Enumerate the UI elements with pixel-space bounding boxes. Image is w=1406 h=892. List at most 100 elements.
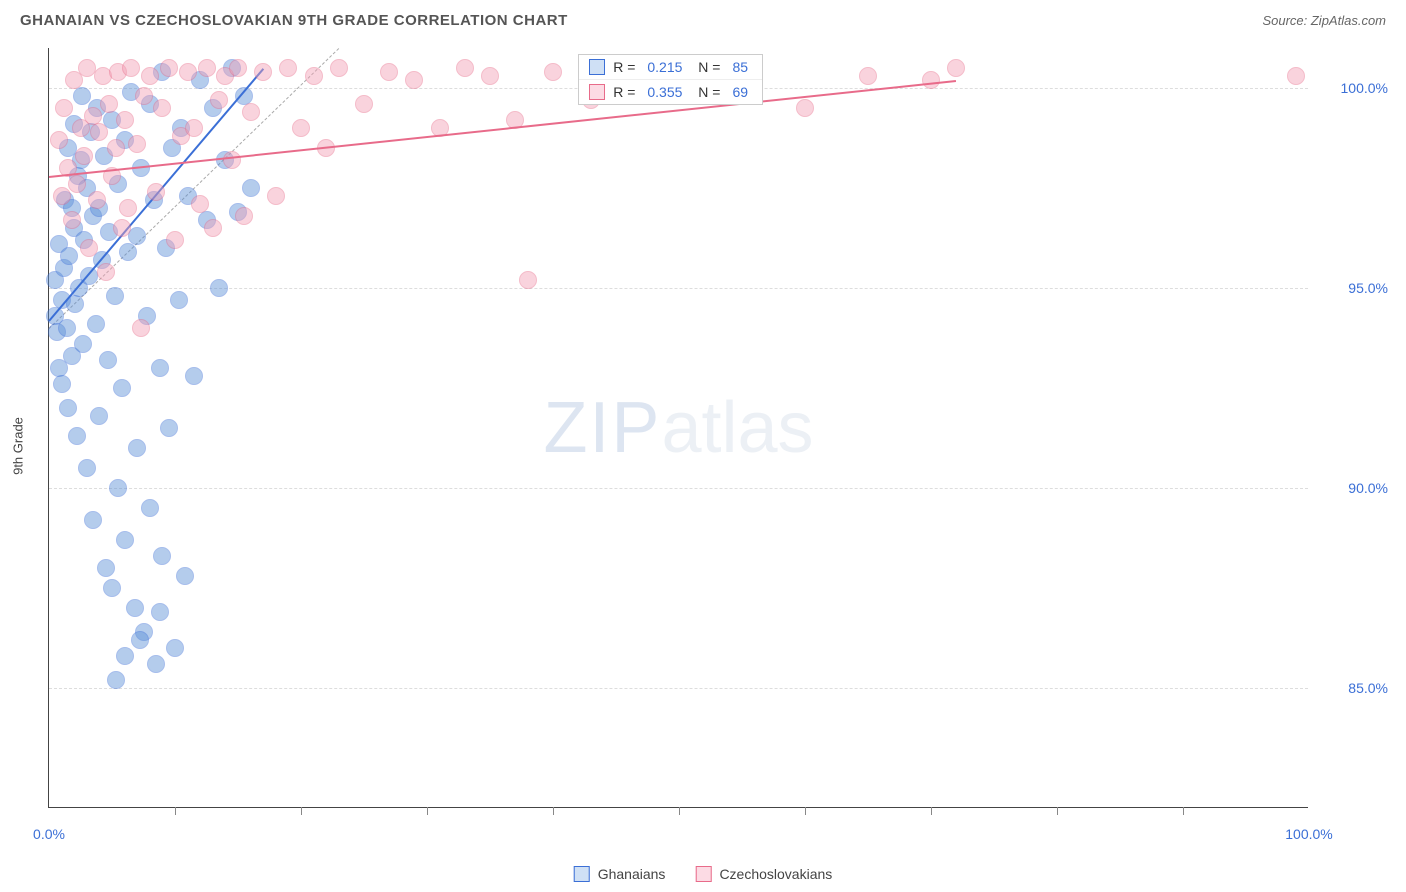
data-point	[90, 123, 108, 141]
data-point	[135, 87, 153, 105]
data-point	[151, 359, 169, 377]
stats-box: R =0.215 N =85R =0.355 N =69	[578, 54, 763, 105]
stat-r-label: R =	[613, 84, 635, 100]
gridline	[49, 688, 1308, 689]
data-point	[859, 67, 877, 85]
stat-r-label: R =	[613, 59, 635, 75]
legend-label: Czechoslovakians	[719, 866, 832, 882]
stats-row: R =0.215 N =85	[579, 55, 762, 80]
data-point	[292, 119, 310, 137]
data-point	[73, 87, 91, 105]
data-point	[116, 531, 134, 549]
data-point	[166, 639, 184, 657]
data-point	[456, 59, 474, 77]
data-point	[185, 367, 203, 385]
data-point	[355, 95, 373, 113]
data-point	[75, 147, 93, 165]
data-point	[254, 63, 272, 81]
data-point	[60, 247, 78, 265]
legend-label: Ghanaians	[598, 866, 666, 882]
data-point	[405, 71, 423, 89]
x-tick	[931, 807, 932, 815]
data-point	[947, 59, 965, 77]
data-point	[97, 559, 115, 577]
data-point	[160, 419, 178, 437]
data-point	[204, 219, 222, 237]
data-point	[128, 439, 146, 457]
data-point	[58, 319, 76, 337]
x-tick-label: 100.0%	[1285, 826, 1332, 842]
data-point	[544, 63, 562, 81]
data-point	[84, 511, 102, 529]
data-point	[116, 111, 134, 129]
data-point	[103, 579, 121, 597]
data-point	[53, 187, 71, 205]
y-tick-label: 95.0%	[1318, 280, 1388, 296]
data-point	[119, 199, 137, 217]
data-point	[97, 263, 115, 281]
gridline	[49, 488, 1308, 489]
data-point	[210, 91, 228, 109]
data-point	[113, 379, 131, 397]
data-point	[109, 479, 127, 497]
data-point	[55, 99, 73, 117]
data-point	[68, 427, 86, 445]
stat-n-value: 85	[733, 59, 749, 75]
data-point	[166, 231, 184, 249]
data-point	[235, 207, 253, 225]
x-tick	[1057, 807, 1058, 815]
data-point	[78, 59, 96, 77]
data-point	[191, 195, 209, 213]
data-point	[153, 547, 171, 565]
data-point	[99, 351, 117, 369]
scatter-chart: ZIPatlas 85.0%90.0%95.0%100.0%0.0%100.0%…	[48, 48, 1308, 808]
data-point	[153, 99, 171, 117]
data-point	[119, 243, 137, 261]
data-point	[122, 59, 140, 77]
data-point	[160, 59, 178, 77]
legend-swatch	[574, 866, 590, 882]
data-point	[210, 279, 228, 297]
data-point	[107, 671, 125, 689]
data-point	[53, 375, 71, 393]
data-point	[141, 67, 159, 85]
data-point	[63, 211, 81, 229]
chart-title: GHANAIAN VS CZECHOSLOVAKIAN 9TH GRADE CO…	[20, 12, 568, 29]
stat-n-value: 69	[733, 84, 749, 100]
y-tick-label: 85.0%	[1318, 680, 1388, 696]
data-point	[151, 603, 169, 621]
y-tick-label: 90.0%	[1318, 480, 1388, 496]
data-point	[78, 459, 96, 477]
data-point	[74, 335, 92, 353]
watermark: ZIPatlas	[543, 387, 813, 469]
data-point	[279, 59, 297, 77]
data-point	[87, 315, 105, 333]
x-tick-label: 0.0%	[33, 826, 65, 842]
data-point	[126, 599, 144, 617]
data-point	[132, 319, 150, 337]
x-tick	[301, 807, 302, 815]
stat-n-label: N =	[694, 84, 720, 100]
data-point	[50, 131, 68, 149]
data-point	[88, 191, 106, 209]
data-point	[106, 287, 124, 305]
data-point	[170, 291, 188, 309]
data-point	[131, 631, 149, 649]
x-tick	[1183, 807, 1184, 815]
data-point	[305, 67, 323, 85]
legend-swatch	[695, 866, 711, 882]
gridline	[49, 288, 1308, 289]
legend-item: Ghanaians	[574, 866, 666, 882]
data-point	[100, 95, 118, 113]
data-point	[1287, 67, 1305, 85]
source-label: Source: ZipAtlas.com	[1262, 13, 1386, 28]
data-point	[68, 175, 86, 193]
data-point	[185, 119, 203, 137]
x-tick	[805, 807, 806, 815]
data-point	[330, 59, 348, 77]
x-tick	[679, 807, 680, 815]
x-tick	[175, 807, 176, 815]
data-point	[242, 103, 260, 121]
stat-r-value: 0.215	[647, 59, 682, 75]
stat-r-value: 0.355	[647, 84, 682, 100]
